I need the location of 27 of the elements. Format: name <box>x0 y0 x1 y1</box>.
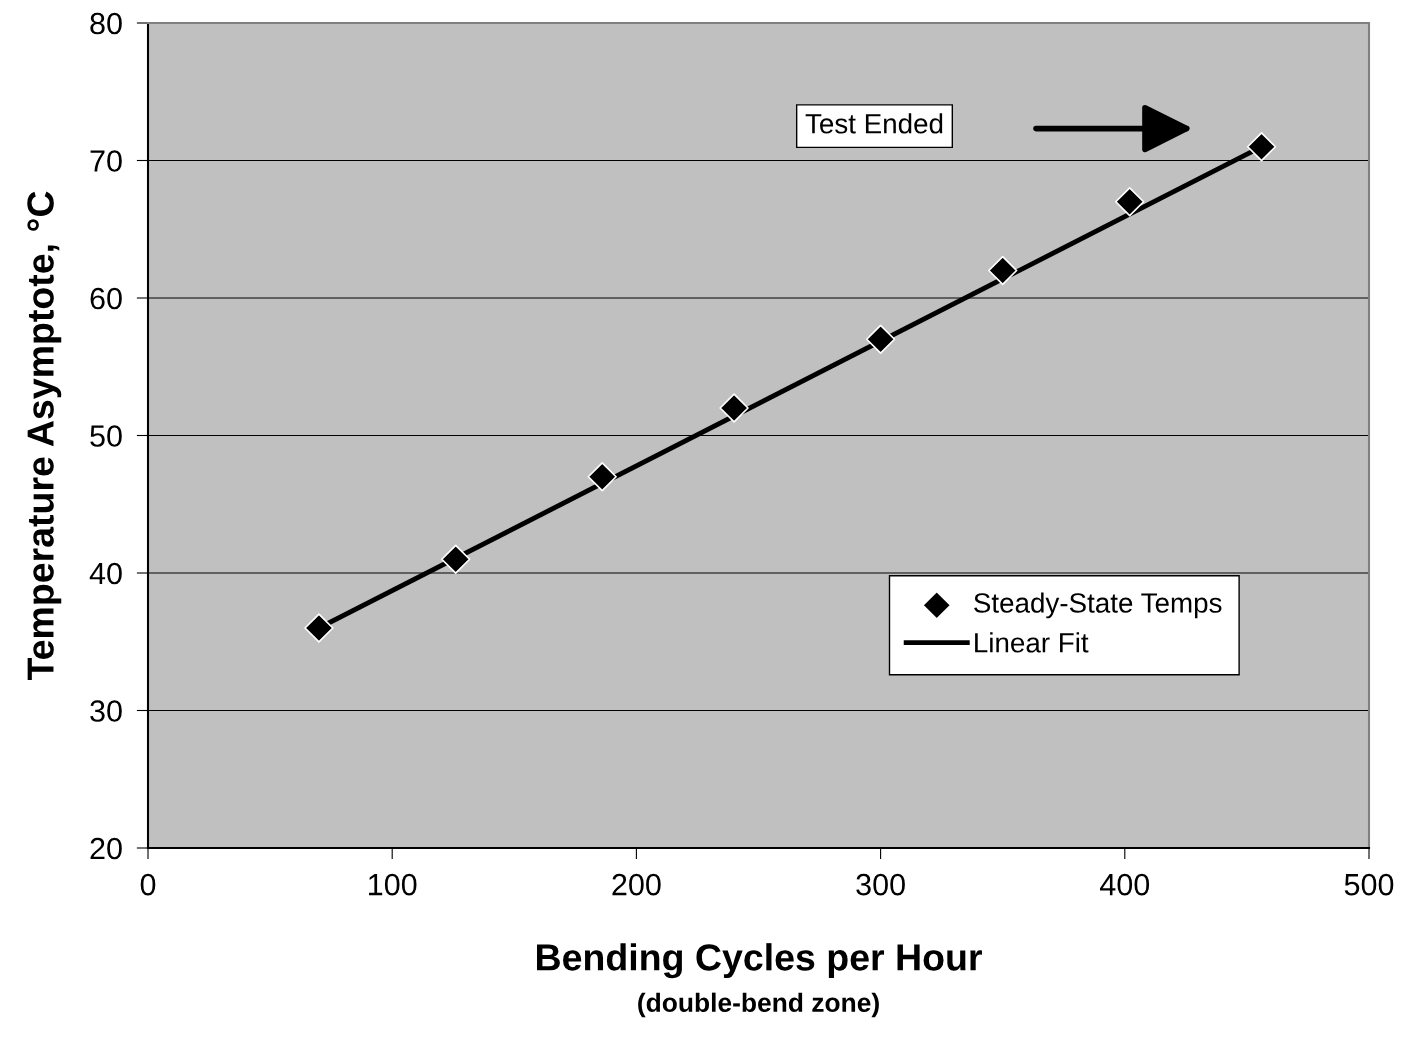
legend-label: Steady-State Temps <box>974 592 1222 619</box>
x-tick-label: 200 <box>612 873 661 896</box>
x-tick-label: 400 <box>1100 873 1150 896</box>
point <box>987 255 1018 286</box>
x-tick-label: 300 <box>856 873 905 896</box>
x-tick-label: 500 <box>1344 873 1394 896</box>
point <box>304 613 334 643</box>
x-axis-title: Bending Cycles per Hour <box>537 943 982 979</box>
point <box>865 324 896 354</box>
y-tick-label: 80 <box>90 12 122 35</box>
y-tick-label: 70 <box>90 150 122 172</box>
point <box>1114 187 1145 217</box>
point <box>719 393 749 423</box>
x-tick-label: 0 <box>140 873 156 896</box>
y-tick-label: 50 <box>90 425 122 447</box>
x-tick-label: 100 <box>369 873 417 896</box>
point <box>587 462 617 492</box>
y-tick-label: 60 <box>90 287 122 310</box>
y-tick-label: 40 <box>89 562 122 585</box>
point <box>440 544 471 574</box>
y-tick-label: 20 <box>90 837 122 860</box>
y-axis-title: Temperature Asymptote, °C <box>27 191 62 681</box>
y-tick-label: 30 <box>90 700 122 722</box>
text: (double-bend zone) <box>638 992 879 1018</box>
point <box>1246 132 1277 162</box>
annotation: Test Ended <box>805 113 943 134</box>
legend-label: Linear Fit <box>975 632 1089 653</box>
